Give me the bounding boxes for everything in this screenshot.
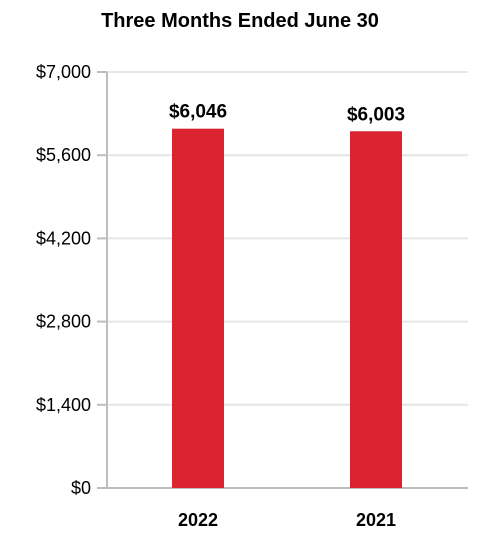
y-tick-label: $7,000: [36, 62, 91, 82]
y-tick-label: $5,600: [36, 145, 91, 165]
y-tick-labels: $0 $1,400 $2,800 $4,200 $5,600 $7,000: [36, 62, 91, 498]
y-tick-label: $1,400: [36, 395, 91, 415]
y-tick-label: $4,200: [36, 228, 91, 248]
x-tick-label: 2021: [356, 510, 396, 530]
bars: [172, 128, 402, 488]
x-tick-labels: 2022 2021: [178, 510, 396, 530]
y-tick-label: $2,800: [36, 312, 91, 332]
bar-2021: [350, 131, 402, 488]
axes: [97, 71, 468, 489]
value-label: $6,003: [347, 104, 405, 125]
gridlines: [107, 71, 468, 406]
y-tick-label: $0: [71, 478, 91, 498]
x-tick-label: 2022: [178, 510, 218, 530]
value-label: $6,046: [169, 102, 227, 123]
value-labels: $6,046 $6,003: [169, 102, 405, 126]
chart-title: Three Months Ended June 30: [101, 10, 379, 32]
bar-2022: [172, 128, 224, 488]
